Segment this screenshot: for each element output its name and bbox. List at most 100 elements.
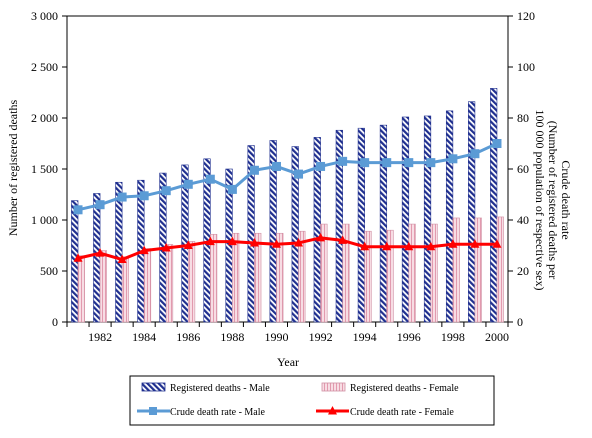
y-axis-right: 0 20 40 60 80 100 120	[508, 9, 535, 329]
y-left-tick-label: 500	[40, 264, 58, 278]
y-right-tick-label: 120	[517, 9, 535, 23]
y-right-tick-label: 20	[517, 264, 529, 278]
point-female-rate-1999	[470, 239, 480, 248]
bar-female-1992	[320, 223, 328, 323]
bar-female-1993	[342, 223, 350, 323]
point-female-rate-1984	[139, 245, 149, 255]
bar-female-1996	[408, 223, 416, 323]
line-female-rate	[77, 236, 497, 262]
point-female-rate-1981	[73, 253, 83, 262]
y-right-tick-label: 0	[517, 315, 523, 329]
bar-male-1990	[269, 140, 277, 323]
y-right-tick-label: 80	[517, 111, 529, 125]
point-male-rate-1982	[95, 200, 105, 210]
bar-female-1994	[364, 230, 372, 323]
bar-female-1991	[298, 230, 306, 323]
x-tick-label: 2000	[485, 330, 509, 344]
y-right-tick-label: 40	[517, 213, 529, 227]
point-female-rate-1988	[227, 236, 237, 246]
point-male-rate-1986	[183, 179, 193, 189]
bar-female-1997	[430, 223, 438, 323]
y-axis-left: 0 500 1 000 1 500 2 000 2 500 3 000	[31, 9, 67, 329]
y-right-tick-label: 60	[517, 162, 529, 176]
point-male-rate-1992	[316, 161, 326, 171]
x-tick-label: 1988	[220, 330, 244, 344]
point-male-rate-1999	[470, 149, 480, 159]
legend-box	[129, 375, 495, 426]
legend-swatch-female-deaths	[321, 382, 346, 392]
y-axis-right-title: Crude death rate (Number of registered d…	[533, 110, 573, 291]
point-male-rate-1988	[227, 184, 237, 194]
point-female-rate-1983	[117, 254, 127, 264]
bar-male-1998	[445, 110, 454, 323]
bar-female-1987	[210, 233, 218, 323]
legend-swatch-male-deaths	[141, 382, 166, 392]
legend-label-female-rate: Crude death rate - Female	[350, 407, 454, 418]
point-male-rate-1997	[426, 158, 436, 168]
point-female-rate-1990	[271, 239, 281, 248]
bar-male-1999	[468, 101, 476, 323]
female-bars	[77, 216, 504, 323]
bar-female-1981	[77, 255, 85, 323]
y-axis-right-title-line-1: Crude death rate	[559, 160, 573, 239]
point-male-rate-1989	[249, 165, 259, 175]
x-axis-title: Year	[277, 355, 299, 369]
bar-female-1995	[386, 229, 394, 323]
bar-male-1994	[357, 127, 365, 323]
point-male-rate-1985	[161, 186, 171, 196]
y-left-tick-label: 1 000	[31, 213, 58, 227]
legend-marker-male-rate	[149, 407, 157, 415]
bar-male-2000	[490, 88, 498, 323]
point-female-rate-1998	[448, 239, 458, 248]
point-male-rate-2000	[492, 139, 502, 148]
x-axis: 1982 1984 1986 1988 1990 1992 1994 1996 1998 2000	[66, 322, 509, 344]
point-female-rate-1982	[95, 248, 105, 257]
legend: Registered deaths - Male Registered deat…	[129, 375, 495, 426]
point-female-rate-2000	[492, 239, 502, 248]
bar-male-1997	[423, 115, 432, 323]
point-female-rate-1989	[249, 237, 259, 247]
bar-female-1988	[232, 232, 240, 323]
legend-label-female-deaths: Registered deaths - Female	[350, 383, 459, 394]
point-male-rate-1991	[294, 169, 304, 179]
point-female-rate-1997	[426, 241, 436, 251]
point-male-rate-1987	[205, 174, 215, 184]
legend-label-male-rate: Crude death rate - Male	[170, 407, 266, 418]
point-male-rate-1990	[271, 161, 281, 171]
bar-female-1985	[165, 244, 174, 323]
y-axis-left-title: Number of registered deaths	[6, 100, 20, 237]
x-tick-label: 1984	[132, 330, 156, 344]
x-tick-label: 1994	[353, 330, 377, 344]
y-left-tick-label: 3 000	[31, 9, 58, 23]
legend-label-male-deaths: Registered deaths - Male	[170, 383, 270, 394]
bar-female-1990	[276, 232, 284, 323]
legend-marker-female-rate	[328, 406, 337, 415]
y-left-tick-label: 0	[52, 315, 58, 329]
y-left-tick-label: 1 500	[31, 162, 58, 176]
bar-female-2000	[496, 216, 504, 323]
point-male-rate-1993	[338, 156, 348, 166]
legend-item-female-rate: Crude death rate - Female	[316, 406, 454, 418]
point-male-rate-1983	[117, 192, 127, 202]
bar-female-1983	[121, 256, 130, 323]
y-axis-right-title-line-3: 100 000 population of respective sex)	[533, 110, 547, 291]
x-tick-label: 1982	[88, 330, 112, 344]
point-male-rate-1981	[73, 205, 83, 215]
bar-female-1998	[452, 217, 460, 323]
bar-female-1982	[99, 250, 107, 323]
point-female-rate-1996	[404, 241, 414, 251]
point-female-rate-1995	[382, 241, 392, 251]
rate-lines	[73, 139, 502, 264]
point-male-rate-1996	[404, 158, 414, 168]
bar-male-1996	[401, 116, 410, 323]
legend-item-male-deaths: Registered deaths - Male	[141, 382, 270, 394]
y-left-tick-label: 2 500	[31, 60, 58, 74]
x-tick-label: 1992	[309, 330, 333, 344]
x-tick-label: 1986	[176, 330, 200, 344]
y-right-tick-label: 100	[517, 60, 535, 74]
legend-item-male-rate: Crude death rate - Male	[137, 407, 266, 418]
point-male-rate-1984	[139, 191, 149, 201]
point-male-rate-1995	[382, 158, 392, 168]
point-female-rate-1986	[183, 240, 193, 249]
